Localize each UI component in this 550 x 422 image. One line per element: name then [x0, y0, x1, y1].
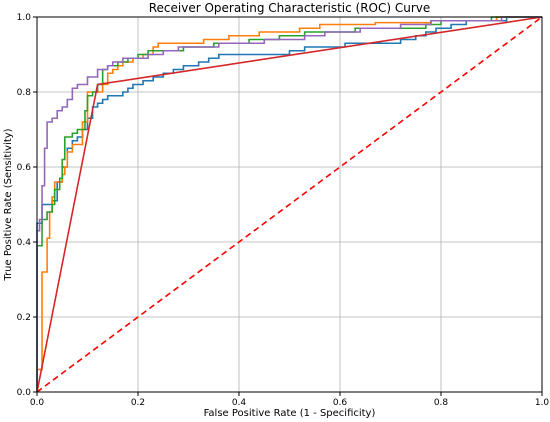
- ticks: 0.0 0.2 0.4 0.6 0.8 1.0 0.0 0.2 0.4 0.6 0.8 1.0: [17, 13, 550, 408]
- y-tick-label: 0.2: [17, 313, 31, 323]
- y-tick-label: 1.0: [17, 13, 32, 23]
- x-tick-label: 0.2: [131, 398, 145, 408]
- series-line-2: [36, 16, 542, 392]
- series-line-5: [36, 16, 542, 392]
- x-tick-label: 1.0: [535, 398, 550, 408]
- y-tick-label: 0.6: [17, 163, 32, 173]
- plot-frame: [36, 16, 543, 393]
- x-tick-label: 0.8: [434, 398, 449, 408]
- series-group: [36, 16, 543, 393]
- series-line-1: [36, 16, 542, 392]
- y-axis-label: True Positive Rate (Sensitivity): [3, 128, 14, 281]
- chart-title: Receiver Operating Characteristic (ROC) …: [149, 1, 431, 15]
- y-tick-label: 0.4: [17, 238, 32, 248]
- series-line-4: [36, 16, 543, 393]
- y-tick-label: 0.8: [17, 88, 32, 98]
- x-tick-label: 0.6: [333, 398, 348, 408]
- x-tick-label: 0.4: [232, 398, 247, 408]
- y-tick-label: 0.0: [17, 388, 32, 398]
- series-line-6: [36, 16, 543, 393]
- x-tick-label: 0.0: [30, 398, 45, 408]
- x-axis-label: False Positive Rate (1 - Specificity): [204, 408, 376, 419]
